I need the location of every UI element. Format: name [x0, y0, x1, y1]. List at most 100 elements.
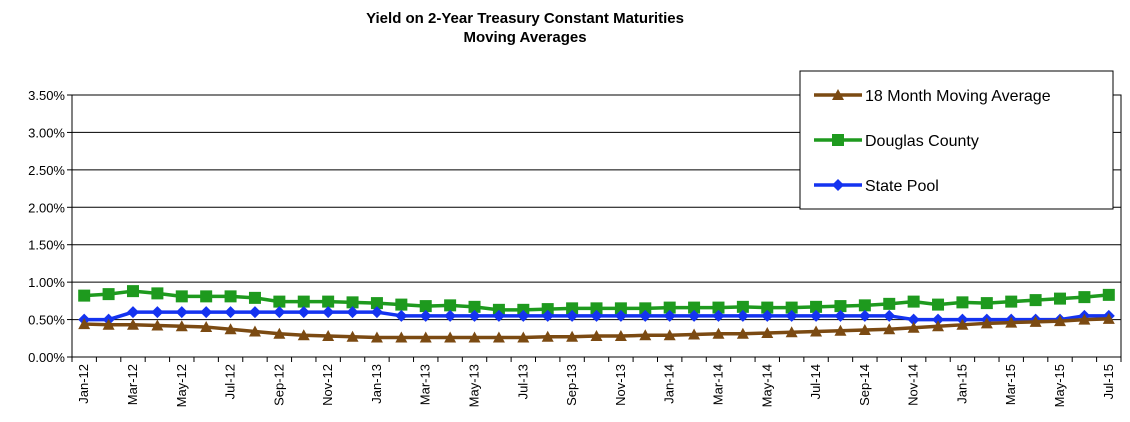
data-point [248, 291, 261, 304]
data-point [810, 325, 823, 337]
data-point [834, 300, 847, 313]
x-tick-label: Jul-14 [808, 364, 823, 399]
data-point [370, 331, 383, 343]
data-point [1054, 315, 1067, 327]
data-point [1078, 291, 1091, 304]
data-point [541, 330, 554, 342]
data-point [419, 331, 432, 343]
data-point [322, 306, 335, 319]
x-tick-label: Jan-13 [369, 364, 384, 404]
x-tick-label: Nov-13 [613, 364, 628, 406]
x-tick-label: Jan-15 [954, 364, 969, 404]
x-tick-label: May-12 [174, 364, 189, 407]
series-layer [78, 285, 1115, 343]
data-point [322, 295, 335, 308]
data-point [395, 309, 408, 322]
data-point [541, 309, 554, 322]
x-tick-label: Sep-12 [271, 364, 286, 406]
data-point [956, 296, 969, 309]
data-point [810, 309, 823, 322]
data-point [639, 302, 652, 315]
data-point [78, 289, 91, 302]
data-point [883, 323, 896, 335]
data-point [932, 313, 945, 326]
data-point [785, 309, 798, 322]
y-tick-label: 3.50% [28, 88, 65, 103]
data-point [175, 320, 188, 332]
x-axis-ticks: Jan-12 Mar-12 May-12 Jul-12 Sep-12 Nov-12 Jan-… [71, 357, 1122, 407]
data-point [761, 327, 774, 339]
data-point [346, 296, 359, 309]
data-point [907, 321, 920, 333]
data-point [444, 299, 457, 312]
data-point [370, 306, 383, 319]
data-point [395, 298, 408, 311]
data-point [980, 317, 993, 329]
data-point [175, 290, 188, 303]
legend: 18 Month Moving Average Douglas County Sta… [799, 70, 1114, 210]
data-point [224, 306, 237, 319]
legend-item: 18 Month Moving Average [814, 88, 1051, 105]
data-point [224, 290, 237, 303]
data-point [736, 309, 749, 322]
data-point [907, 295, 920, 308]
data-point [980, 297, 993, 310]
data-point [614, 302, 627, 315]
data-point [297, 329, 310, 341]
data-point [614, 309, 627, 322]
data-point [663, 301, 676, 314]
data-point [444, 331, 457, 343]
data-point [444, 309, 457, 322]
data-point [419, 309, 432, 322]
data-point [200, 321, 213, 333]
x-tick-label: May-13 [467, 364, 482, 407]
data-point [712, 327, 725, 339]
x-tick-label: Nov-14 [906, 364, 921, 406]
y-tick-label: 1.00% [28, 275, 65, 290]
legend-label: Douglas County [865, 133, 979, 150]
data-point [1005, 316, 1018, 328]
data-point [785, 301, 798, 314]
legend-marker [832, 89, 844, 100]
y-tick-label: 0.50% [28, 313, 65, 328]
data-point [322, 330, 335, 342]
data-point [590, 302, 603, 315]
data-point [200, 290, 213, 303]
data-point [566, 302, 579, 315]
series-18-month-moving-average [78, 312, 1115, 343]
axes [71, 94, 1122, 358]
data-point [1029, 294, 1042, 307]
data-point [541, 303, 554, 316]
data-point [224, 323, 237, 335]
data-point [883, 309, 896, 322]
data-point [663, 329, 676, 341]
x-tick-label: Mar-15 [1003, 364, 1018, 405]
data-point [932, 320, 945, 332]
y-tick-label: 0.00% [28, 350, 65, 365]
data-point [151, 306, 164, 319]
data-point [761, 301, 774, 314]
legend-marker [832, 134, 844, 146]
x-tick-label: Sep-13 [564, 364, 579, 406]
data-point [736, 327, 749, 339]
x-tick-label: Mar-12 [125, 364, 140, 405]
y-tick-label: 2.00% [28, 200, 65, 215]
data-point [468, 309, 481, 322]
data-point [1102, 288, 1115, 301]
data-point [151, 319, 164, 331]
data-point [688, 328, 701, 340]
legend-label: 18 Month Moving Average [865, 88, 1051, 105]
series-douglas-county [78, 285, 1115, 316]
data-point [492, 309, 505, 322]
data-point [712, 309, 725, 322]
data-point [1005, 295, 1018, 308]
x-tick-label: Jul-15 [1101, 364, 1116, 399]
x-tick-label: Mar-13 [418, 364, 433, 405]
data-point [78, 318, 91, 330]
data-point [566, 309, 579, 322]
chart-subtitle: Moving Averages [463, 29, 586, 46]
x-tick-label: Mar-14 [710, 364, 725, 405]
data-point [712, 301, 725, 314]
data-point [151, 287, 164, 300]
